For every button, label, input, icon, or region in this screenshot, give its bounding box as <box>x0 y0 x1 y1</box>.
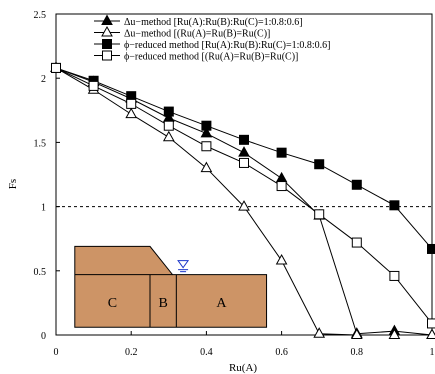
legend-label-2: ϕ−reduced method [Ru(A):Ru(B):Ru(C)=1:0.… <box>124 40 331 51</box>
y-axis-label: Fs <box>7 179 19 189</box>
series-1-point-3 <box>162 130 175 142</box>
legend-label-1: Δu−method [(Ru(A)=Ru(B)=Ru(C)] <box>124 29 270 40</box>
y-tick-label-2: 1 <box>41 203 46 214</box>
x-tick-label-4: 0.8 <box>351 347 364 358</box>
series-2-point-5 <box>239 134 249 145</box>
y-axis-label-group: Fs <box>7 179 19 189</box>
series-1-point-4 <box>200 161 213 173</box>
series-3-point-10 <box>427 318 435 329</box>
series-2-point-6 <box>276 147 287 158</box>
legend-marker-1 <box>101 25 113 37</box>
y-tick-label-3: 1.5 <box>34 138 47 149</box>
y-tick-label-0: 0 <box>41 331 46 342</box>
series-2-point-8 <box>351 179 362 190</box>
x-tick-label-1: 0.2 <box>125 347 138 358</box>
series-3-point-9 <box>389 270 400 281</box>
series-0-point-5 <box>238 146 250 157</box>
series-3-point-3 <box>163 120 174 131</box>
series-2-point-4 <box>201 120 212 131</box>
series-0-point-4 <box>200 126 213 138</box>
series-1 <box>50 61 435 339</box>
legend-label-0: Δu−method [Ru(A):Ru(B):Ru(C)=1:0.8:0.6] <box>124 17 303 28</box>
series-3-point-4 <box>201 141 212 152</box>
series-3-point-5 <box>239 157 249 168</box>
x-tick-label-2: 0.4 <box>200 347 213 358</box>
y-tick-label-4: 2 <box>41 74 46 85</box>
legend-marker-3 <box>102 50 112 61</box>
series-3-point-8 <box>351 237 362 248</box>
series-3-point-6 <box>276 181 287 192</box>
series-1-point-6 <box>275 253 288 265</box>
inset-zone-label-c: C <box>108 296 117 311</box>
series-2-point-10 <box>427 243 435 254</box>
legend-marker-2 <box>102 39 112 49</box>
series-1-point-2 <box>125 107 138 119</box>
series-1-point-8 <box>350 328 363 339</box>
y-tick-label-1: 0.5 <box>34 267 47 278</box>
series-3-point-1 <box>88 80 99 91</box>
legend: Δu−method [Ru(A):Ru(B):Ru(C)=1:0.8:0.6]Δ… <box>94 14 331 63</box>
series-2-point-9 <box>389 200 400 211</box>
legend-label-3: ϕ−reduced method [(Ru(A)=Ru(B)=Ru(C)] <box>124 52 298 63</box>
y-tick-label-5: 2.5 <box>34 10 47 21</box>
series-1-point-5 <box>238 200 250 211</box>
series-1-point-7 <box>313 327 326 338</box>
inset-zone-label-b: B <box>158 296 167 311</box>
x-tick-label-5: 1 <box>430 347 435 358</box>
water-level-icon <box>177 260 190 269</box>
series-2-point-3 <box>163 106 174 117</box>
series-3-point-0 <box>51 62 61 73</box>
series-2-point-7 <box>314 159 325 170</box>
series-3-point-7 <box>314 209 325 220</box>
x-axis-label: Ru(A) <box>229 362 257 374</box>
plot-area: 0 0.2 0.4 0.6 0.8 1 0 0.5 1 1.5 2 2.5 C B A Δu−method [… <box>34 10 435 358</box>
x-tick-label-3: 0.6 <box>275 347 288 358</box>
series-1-point-9 <box>388 328 401 339</box>
series-3 <box>51 62 435 329</box>
inset-zone-label-a: A <box>216 296 227 311</box>
series-3-point-2 <box>126 98 137 109</box>
x-tick-label-0: 0 <box>54 347 59 358</box>
legend-marker-0 <box>101 14 113 25</box>
